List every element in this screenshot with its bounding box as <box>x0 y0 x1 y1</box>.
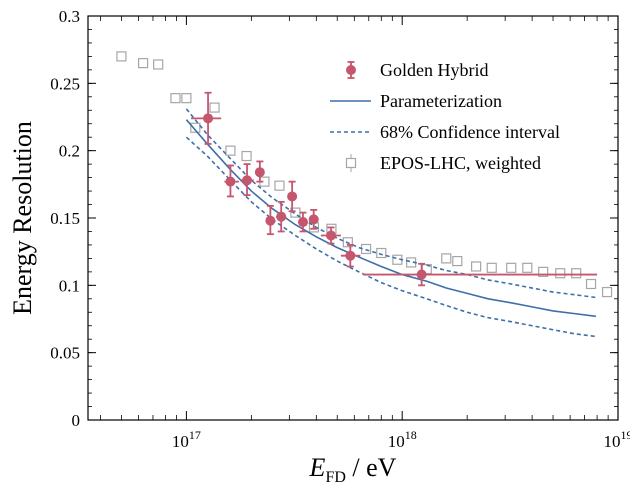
golden-hybrid-point <box>275 200 287 233</box>
plot-frame <box>87 15 619 421</box>
x-tick-label: 1019 <box>604 428 630 451</box>
epos-marker <box>116 51 127 62</box>
golden-hybrid-point <box>363 262 598 287</box>
y-tick-label: 0.15 <box>50 209 80 228</box>
legend: Golden Hybrid Parameterization 68% Confide… <box>330 60 560 173</box>
y-tick-label: 0.2 <box>59 142 80 161</box>
golden-hybrid-marker <box>297 217 308 228</box>
epos-marker <box>170 93 181 104</box>
golden-hybrid-marker <box>225 176 236 187</box>
legend-item: Parameterization <box>330 91 502 111</box>
legend-label: Golden Hybrid <box>380 60 488 80</box>
y-tick-label: 0.1 <box>59 276 80 295</box>
golden-hybrid-point <box>254 160 265 183</box>
golden-hybrid-marker <box>287 191 298 202</box>
y-tick-label: 0.25 <box>50 74 80 93</box>
y-tick-label: 0.3 <box>59 7 80 26</box>
y-axis-label: Energy Resolution <box>8 121 37 315</box>
golden-hybrid-marker <box>416 269 427 280</box>
golden-hybrid-marker <box>276 211 287 222</box>
golden-hybrid-marker <box>254 167 265 178</box>
golden-hybrid-point <box>287 180 298 213</box>
epos-marker <box>506 262 517 273</box>
legend-label: Parameterization <box>380 91 502 111</box>
golden-hybrid-marker <box>326 230 337 241</box>
golden-hybrid-marker <box>242 175 253 186</box>
legend-item: EPOS-LHC, weighted <box>345 153 541 173</box>
legend-label: 68% Confidence interval <box>380 122 560 142</box>
axis-labels: 0 0.05 0.1 0.15 0.2 0.25 0.3 1017 1018 1019 Energy… <box>8 7 630 484</box>
axis-ticks <box>88 15 619 421</box>
legend-circle-marker <box>346 65 356 75</box>
golden-hybrid-marker <box>345 250 356 261</box>
epos-marker <box>209 102 220 113</box>
epos-marker <box>376 247 387 259</box>
epos-marker <box>181 93 192 104</box>
epos-marker <box>522 262 533 273</box>
epos-marker <box>153 59 164 70</box>
epos-marker <box>585 278 597 290</box>
x-axis-label: EFD / eV <box>309 453 397 484</box>
epos-marker <box>274 180 285 191</box>
confidence-upper-line <box>185 108 597 299</box>
legend-item: Golden Hybrid <box>346 60 488 80</box>
legend-item: 68% Confidence interval <box>330 122 560 142</box>
golden-hybrid-point <box>340 244 361 268</box>
golden-hybrid-point <box>240 163 254 197</box>
parameterization-line <box>185 119 597 318</box>
y-tick-label: 0.05 <box>50 344 80 363</box>
epos-marker <box>137 58 149 69</box>
y-tick-label: 0 <box>72 411 81 430</box>
x-tick-label: 1017 <box>172 428 201 451</box>
epos-marker <box>555 268 566 279</box>
epos-marker <box>190 122 201 133</box>
legend-label: EPOS-LHC, weighted <box>380 153 541 173</box>
golden-hybrid-point <box>308 209 319 230</box>
epos-marker <box>601 286 613 298</box>
golden-hybrid-point <box>190 91 222 145</box>
epos-marker <box>538 266 549 277</box>
epos-marker <box>571 268 582 279</box>
golden-hybrid-marker <box>308 214 319 225</box>
golden-hybrid-marker <box>265 215 276 226</box>
legend-square-marker <box>345 157 357 169</box>
golden-hybrid-point <box>297 211 308 233</box>
epos-marker <box>452 255 463 267</box>
epos-marker <box>241 150 252 162</box>
golden-hybrid-point <box>265 204 276 236</box>
epos-marker <box>441 253 452 264</box>
epos-marker <box>486 262 497 273</box>
data-layer <box>116 51 613 338</box>
golden-hybrid-point <box>320 226 341 245</box>
golden-hybrid-marker <box>203 113 214 124</box>
x-tick-label: 1018 <box>388 428 417 451</box>
epos-marker <box>470 261 482 272</box>
epos-marker <box>225 145 236 156</box>
golden-hybrid-point <box>224 164 239 198</box>
